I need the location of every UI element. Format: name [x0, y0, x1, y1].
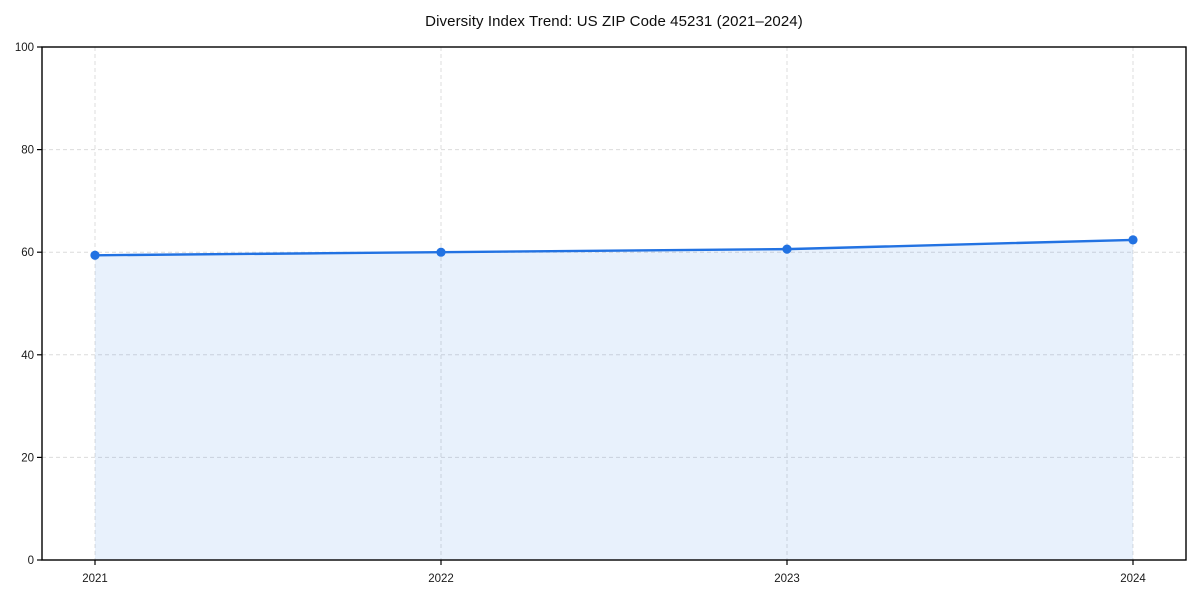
data-point-2021 [90, 250, 100, 260]
x-axis-tick-label: 2022 [428, 573, 454, 585]
y-axis-tick-label: 60 [21, 247, 34, 259]
trend-line [93, 238, 1135, 257]
chart-title: Diversity Index Trend: US ZIP Code 45231… [425, 13, 803, 30]
x-axis-tick-label: 2024 [1120, 573, 1146, 585]
x-axis-tick-label: 2023 [774, 573, 800, 585]
data-point-2023 [782, 244, 792, 254]
y-axis-tick-label: 0 [28, 555, 34, 567]
data-point-2022 [436, 247, 446, 257]
y-axis-tick-label: 100 [15, 42, 34, 54]
plot-border [41, 46, 1187, 561]
area-fill [95, 239, 1133, 560]
y-axis-tick-label: 20 [21, 452, 34, 464]
y-axis-tick-label: 80 [21, 145, 34, 157]
x-axis-tick-label: 2021 [82, 573, 108, 585]
y-axis-tick-label: 40 [21, 350, 34, 362]
data-point-2024 [1128, 235, 1138, 245]
